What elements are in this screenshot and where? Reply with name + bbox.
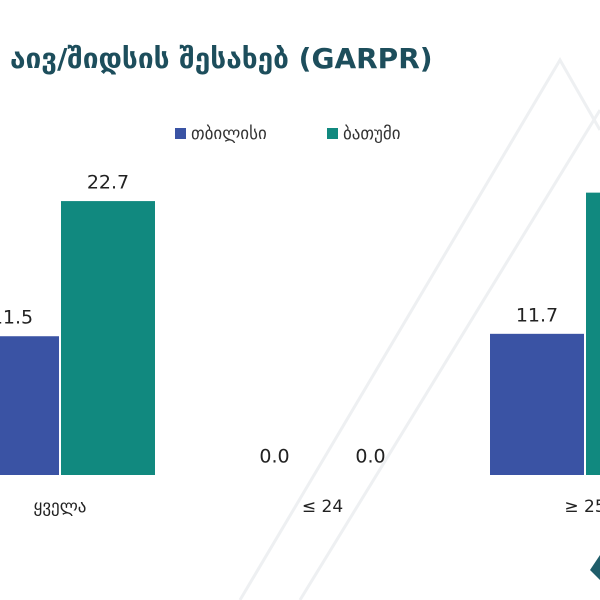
data-label: 11.7 [516,304,558,326]
bar [490,333,584,475]
x-tick-label: ≥ 25 [564,497,600,517]
legend-swatch [327,128,338,139]
data-label: 22.7 [87,172,129,194]
legend-label: ბათუმი [343,124,401,144]
legend-label: თბილისი [191,124,267,144]
bar [61,201,155,475]
bar [586,192,600,475]
data-label: 0.0 [355,446,385,468]
x-tick-label: ყველა [34,497,87,517]
x-tick-label: ≤ 24 [302,497,343,517]
chart-title: აივ/შიდსის შესახებ (GARPR) [10,42,433,75]
background-decoration [238,57,600,600]
legend-swatch [175,128,186,139]
data-label: 0.0 [259,446,289,468]
bar [0,336,59,475]
data-label: 11.5 [0,307,33,329]
